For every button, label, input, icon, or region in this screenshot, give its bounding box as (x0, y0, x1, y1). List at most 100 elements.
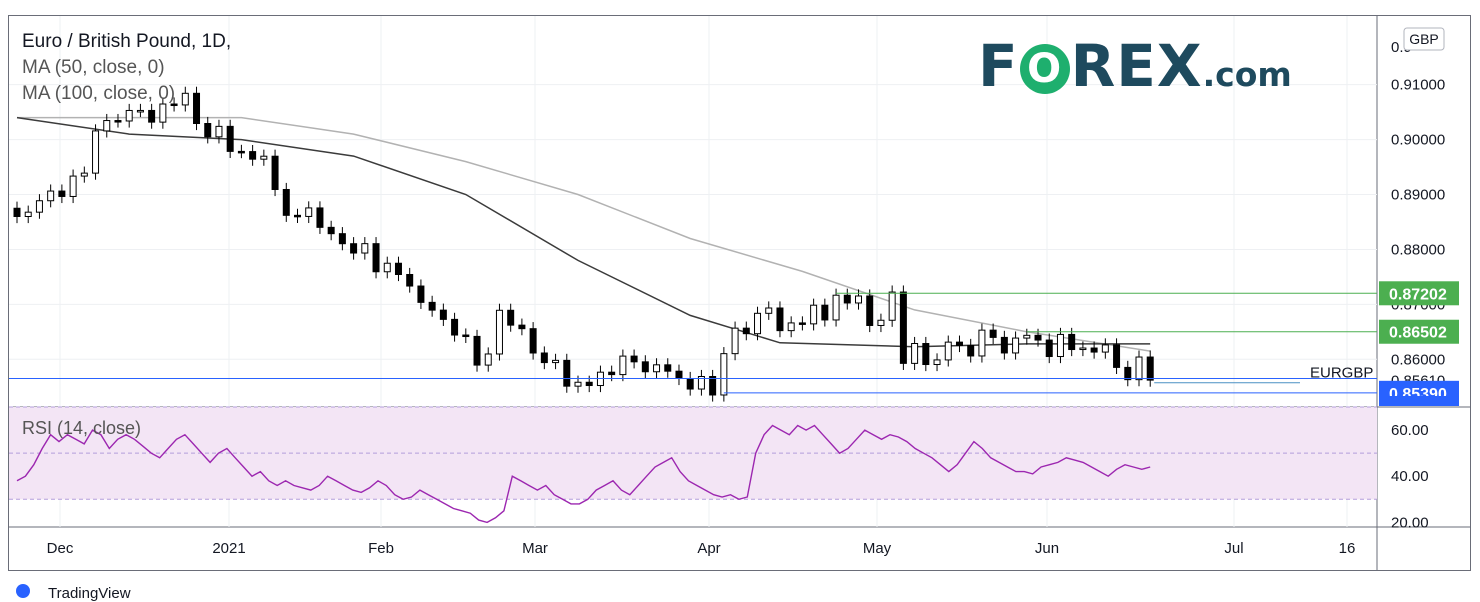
y-tick-label: 0.88000 (1391, 241, 1445, 258)
candle-body (1124, 366, 1132, 381)
rsi-line (16, 424, 1151, 524)
candle-body (159, 103, 167, 123)
candle-body (1034, 334, 1042, 341)
candle-body (92, 130, 100, 174)
candle-body (1056, 333, 1064, 358)
candle-body (664, 364, 672, 372)
candle-body (709, 376, 717, 396)
candle-body (630, 355, 638, 363)
ma50-line (16, 116, 1151, 348)
x-tick-label: 2021 (212, 540, 245, 557)
x-tick-label: 16 (1339, 540, 1356, 557)
candle-body (495, 309, 503, 355)
candle-body (462, 334, 470, 338)
candle-body (686, 377, 694, 390)
resistance-price-label: 0.86502 (1389, 325, 1447, 342)
y-tick-label: 0.91000 (1391, 77, 1445, 94)
candle-body (989, 329, 997, 338)
candle-body (1101, 344, 1109, 353)
x-tick-label: Feb (368, 540, 394, 557)
candle-body (955, 341, 963, 346)
y-tick-label: 0.90000 (1391, 132, 1445, 149)
candle-body (193, 92, 201, 125)
candle-body (720, 353, 728, 396)
y-tick-label: 0.86000 (1391, 351, 1445, 368)
candle-body (136, 109, 144, 113)
candle-body (742, 327, 750, 335)
x-tick-label: Jun (1035, 540, 1059, 557)
resistance-price-box (1379, 281, 1459, 306)
candle-body (361, 243, 369, 254)
candle-body (350, 243, 358, 254)
candle-body (821, 304, 829, 321)
candle-body (866, 295, 874, 326)
candle-body (69, 175, 77, 197)
symbol-label: EURGBP (1310, 365, 1373, 382)
rsi-legend[interactable]: RSI (14, close) (22, 418, 142, 438)
candle-body (1090, 347, 1098, 353)
candle-body (540, 352, 548, 364)
candle-body (1023, 334, 1031, 339)
candle-body (697, 376, 705, 390)
candle-body (888, 291, 896, 321)
candle-body (967, 344, 975, 357)
candle-body (394, 262, 402, 275)
candle-body (518, 324, 526, 330)
candle-body (35, 200, 43, 213)
candle-body (439, 309, 447, 320)
candle-body (103, 120, 111, 132)
forex-logo: F O REX.com (978, 36, 1292, 105)
candle-body (810, 304, 818, 325)
candle-body (944, 341, 952, 361)
candle-body (933, 359, 941, 366)
candle-body (406, 273, 414, 287)
currency-label: GBP (1409, 31, 1439, 47)
resistance-price-box (1379, 319, 1459, 344)
candle-body (24, 211, 32, 217)
currency-badge (1403, 27, 1445, 51)
candle-body (1079, 347, 1087, 351)
x-tick-label: Jul (1224, 540, 1243, 557)
candle-body (877, 319, 885, 326)
logo-o-icon: O (1019, 44, 1070, 94)
logo-prefix: F (978, 32, 1019, 100)
candle-body (125, 109, 133, 122)
x-tick-label: Mar (522, 540, 548, 557)
candle-body (305, 207, 313, 217)
candle-body (428, 301, 436, 311)
candle-body (585, 381, 593, 387)
candle-body (316, 207, 324, 228)
candle-body (754, 312, 762, 335)
candle-body (417, 285, 425, 303)
candle-body (776, 307, 784, 332)
logo-domain: .com (1202, 55, 1292, 94)
candle-body (294, 214, 301, 218)
candle-body (249, 151, 257, 160)
ma100-legend[interactable]: MA (100, close, 0) (22, 83, 176, 104)
ma100-line (17, 116, 1151, 352)
candle-body (911, 343, 919, 364)
candle-body (832, 294, 840, 321)
chart-title: Euro / British Pound, 1D, (22, 31, 232, 52)
footer-text: TradingView (48, 585, 131, 602)
candle-body (843, 294, 851, 304)
candle-body (507, 309, 515, 326)
candle-body (1000, 336, 1008, 354)
candle-body (1146, 356, 1154, 381)
candle-body (58, 190, 66, 197)
candle-body (47, 190, 55, 202)
candle-body (204, 123, 212, 138)
x-tick-label: Apr (697, 540, 720, 557)
candle-body (1135, 356, 1143, 381)
candle-body (855, 295, 862, 304)
support-price-stub (1379, 396, 1459, 406)
candle-body (675, 370, 683, 379)
logo-suffix: REX (1070, 32, 1203, 100)
candle-body (787, 322, 795, 332)
candle-body (451, 318, 459, 336)
candle-body (170, 103, 178, 107)
candle-body (473, 335, 481, 366)
ma50-legend[interactable]: MA (50, close, 0) (22, 57, 165, 78)
candle-body (260, 155, 268, 160)
